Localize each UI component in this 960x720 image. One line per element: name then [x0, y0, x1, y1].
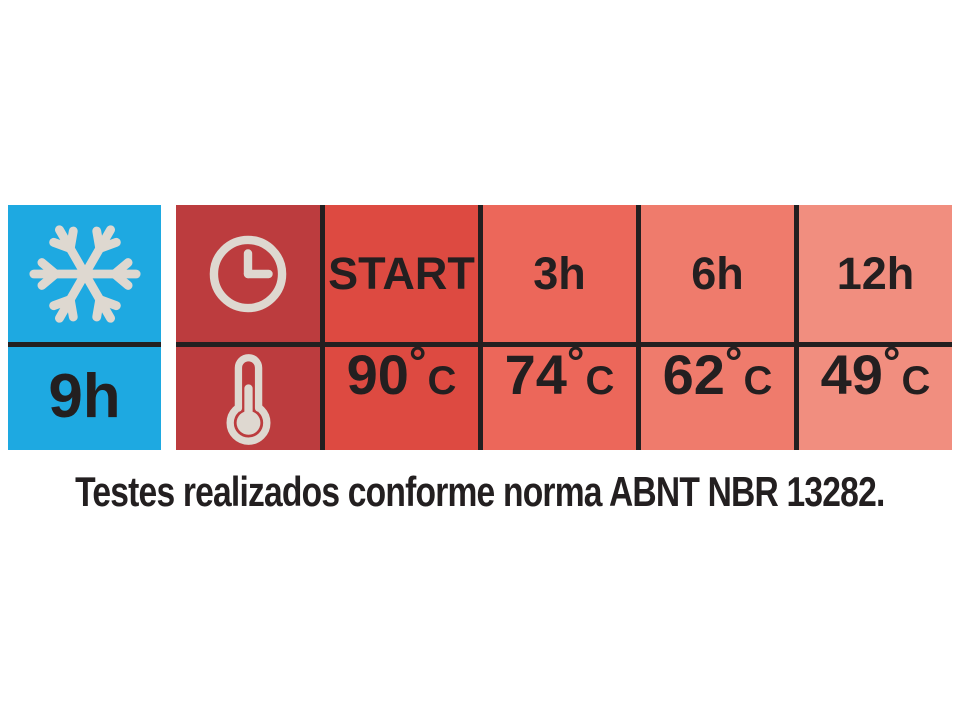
time-row-icon-cell [176, 205, 320, 342]
temp-unit: C [901, 359, 931, 403]
temperature-table: START 3h 6h 12h 90 ° C 74 ° C 62 [176, 205, 952, 450]
caption-row: Testes realizados conforme norma ABNT NB… [0, 468, 960, 516]
clock-icon [209, 235, 287, 312]
degree-symbol: ° [724, 338, 744, 387]
thermal-performance-infographic: 9h START 3h 6h 12h [8, 205, 952, 450]
temp-unit: C [427, 359, 457, 403]
temp-value: 90 [346, 343, 409, 406]
temp-unit: C [743, 359, 773, 403]
temp-cell-6h: 62 ° C [641, 341, 794, 450]
test-standard-caption: Testes realizados conforme norma ABNT NB… [75, 468, 885, 515]
time-header-start: START [325, 205, 478, 342]
cold-duration-label: 9h [8, 347, 161, 450]
temp-unit: C [585, 359, 615, 403]
temperature-row-icon-cell [176, 347, 320, 450]
temp-value: 62 [662, 343, 725, 406]
degree-symbol: ° [882, 338, 902, 387]
cold-retention-icon-cell [8, 205, 161, 342]
degree-symbol: ° [408, 338, 428, 387]
temp-cell-3h: 74 ° C [483, 341, 636, 450]
time-header-12h: 12h [799, 205, 952, 342]
temp-cell-12h: 49 ° C [799, 341, 952, 450]
snowflake-icon [28, 224, 141, 323]
temp-value: 74 [504, 343, 567, 406]
cold-retention-card: 9h [8, 205, 161, 450]
time-header-6h: 6h [641, 205, 794, 342]
time-header-3h: 3h [483, 205, 636, 342]
thermometer-icon [226, 353, 270, 445]
degree-symbol: ° [566, 338, 586, 387]
temp-cell-start: 90 ° C [325, 341, 478, 450]
temp-value: 49 [820, 343, 883, 406]
